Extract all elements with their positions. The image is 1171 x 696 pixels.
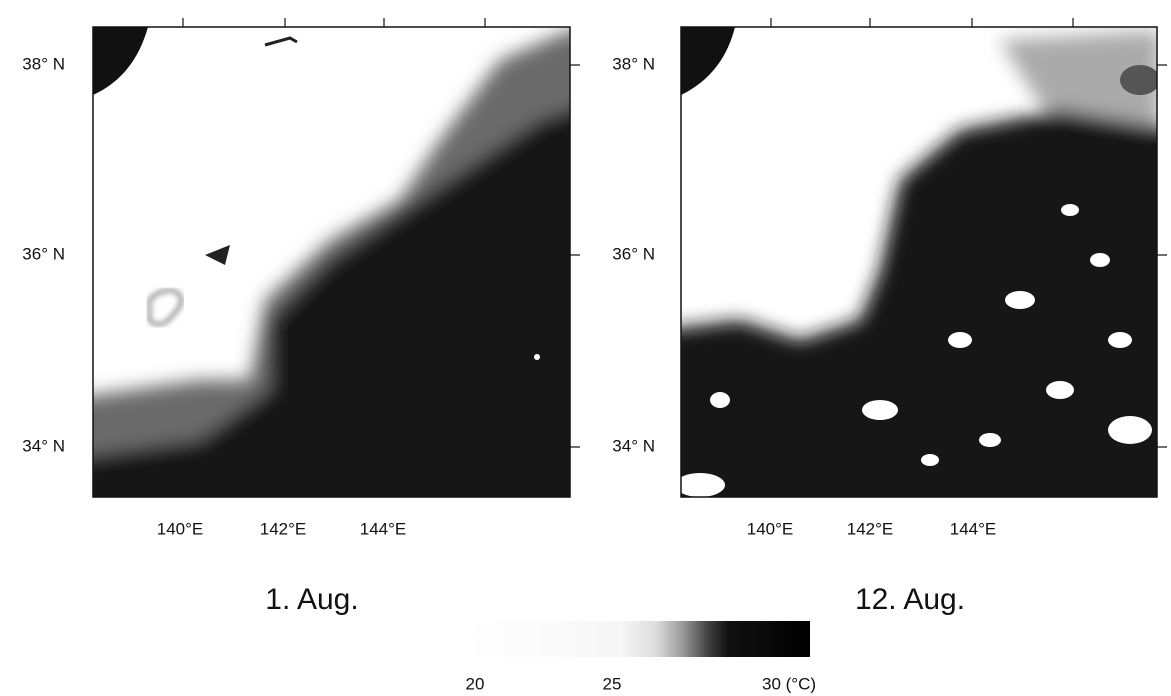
lat-label: 38° N (612, 54, 655, 73)
panel-caption: 1. Aug. (265, 583, 358, 616)
frame-ticks (182, 18, 1167, 448)
colorbar-label: 20 (466, 674, 485, 693)
map-frame (92, 26, 571, 498)
lon-label: 142°E (260, 519, 307, 538)
colorbar-label: 30 (°C) (762, 674, 816, 693)
lat-label: 34° N (612, 436, 655, 455)
cloud-patches (681, 65, 1157, 497)
lon-label: 144°E (950, 519, 997, 538)
lat-label: 36° N (612, 244, 655, 263)
lon-label: 144°E (360, 519, 407, 538)
colorbar-label: 25 (603, 674, 622, 693)
lon-label: 140°E (747, 519, 794, 538)
lat-label: 38° N (22, 54, 65, 73)
lon-label: 142°E (847, 519, 894, 538)
lon-label: 140°E (157, 519, 204, 538)
colorbar (467, 621, 810, 657)
sst-map-1 (93, 27, 570, 497)
map-frame (680, 26, 1158, 498)
sst-map-2 (681, 27, 1157, 497)
lat-label: 34° N (22, 436, 65, 455)
panel-caption: 12. Aug. (855, 583, 965, 616)
lat-label: 36° N (22, 244, 65, 263)
